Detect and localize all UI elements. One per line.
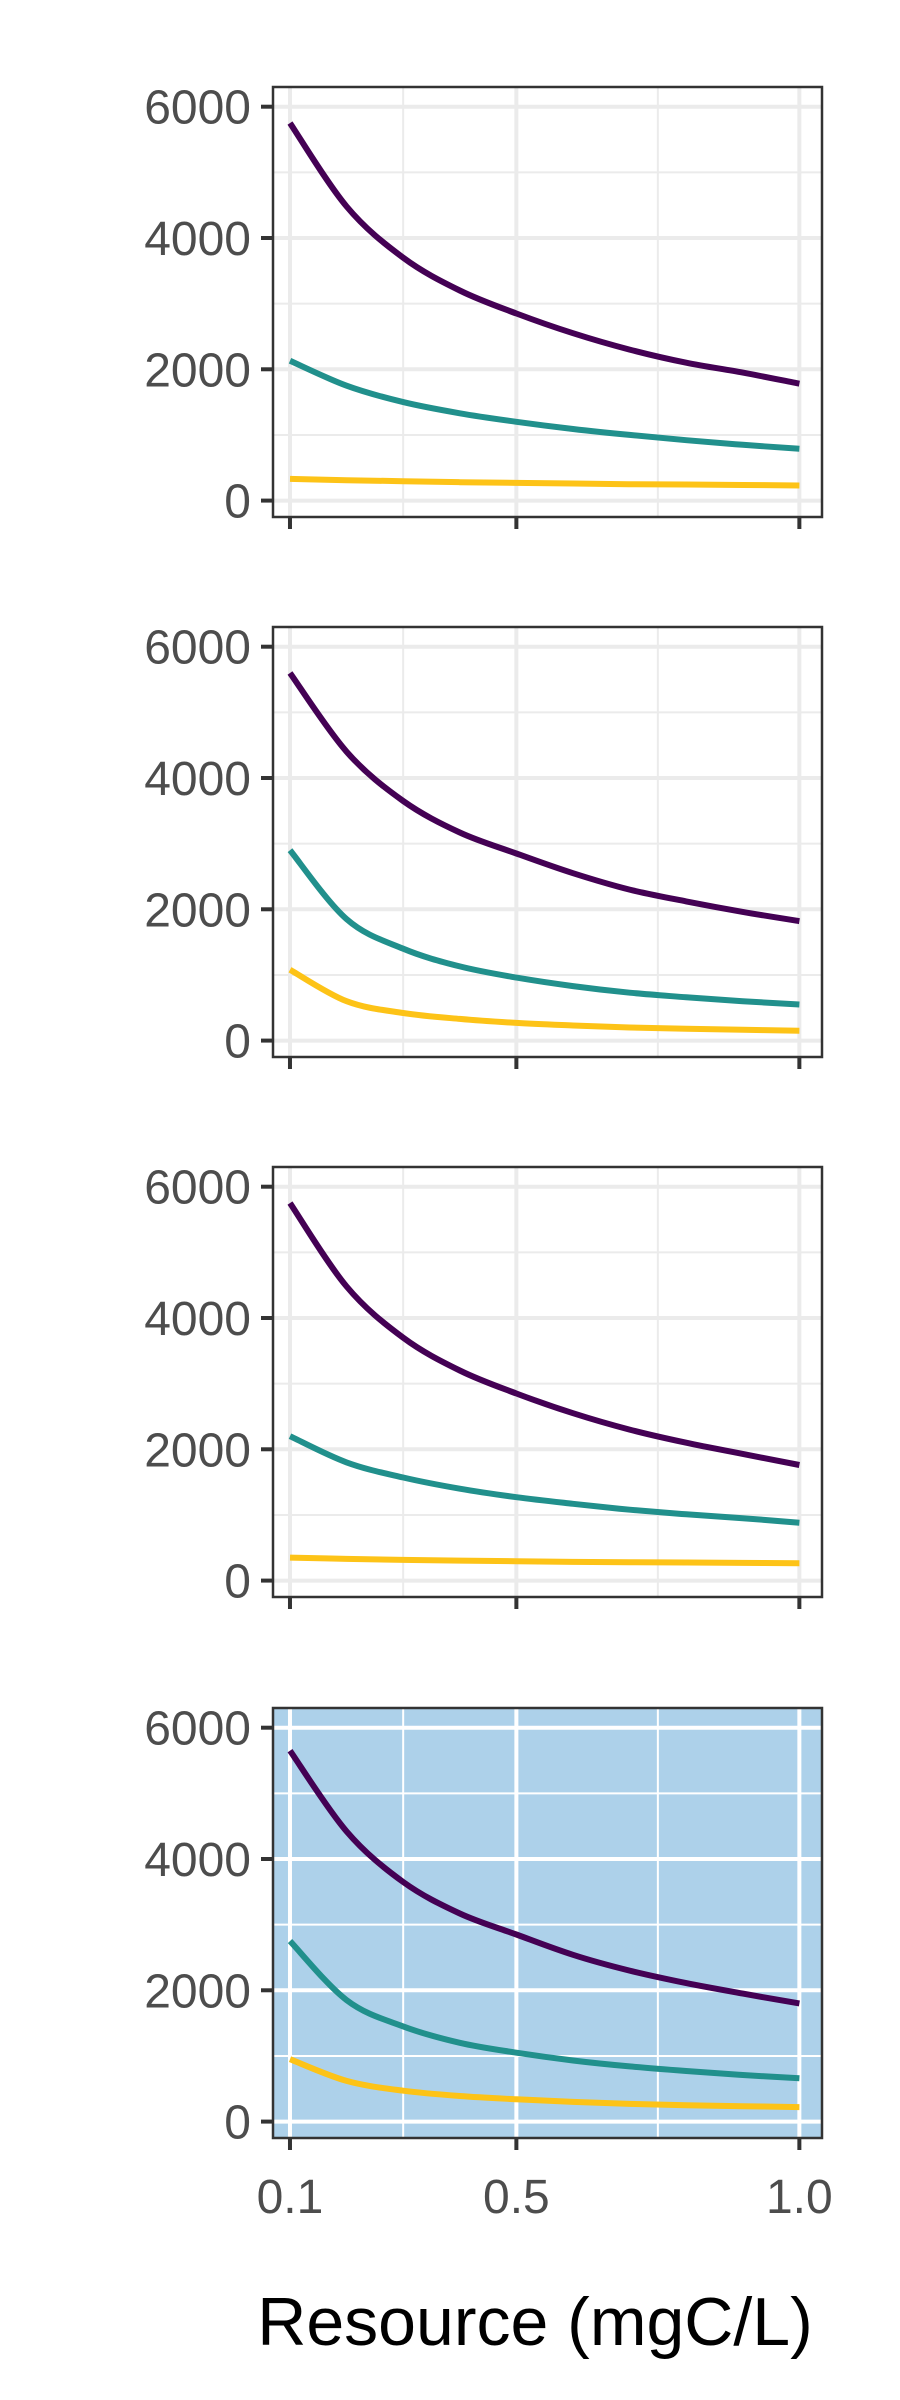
y-tick-label: 6000 [144,1162,251,1215]
series-line-2 [288,1433,800,1526]
x-axis-title: Resource (mgC/L) [257,2284,813,2360]
panel-border [271,85,824,519]
series-line-2 [287,848,800,1008]
y-tick-label: 0 [224,2097,251,2150]
y-tick-label: 6000 [144,622,251,675]
y-tick-label: 4000 [144,753,251,806]
x-tick-label: 1.0 [766,2171,833,2224]
panel-background [273,627,822,1057]
x-tick-label: 0.5 [483,2171,550,2224]
series-line-1 [287,1748,800,2007]
y-tick-label: 2000 [144,1424,251,1477]
panel-border [271,1706,824,2140]
y-tick-label: 6000 [144,82,251,135]
y-tick-label: 0 [224,1556,251,1609]
y-tick-label: 0 [224,1016,251,1069]
panel-3: 0 2000 4000 6000 [144,1162,824,1609]
series-line-3 [288,967,800,1034]
series-line-3 [289,475,800,489]
series-line-1 [287,671,800,925]
series-line-1 [287,121,800,387]
y-tick-label: 2000 [144,884,251,937]
panel-2: 0 2000 4000 6000 [144,622,824,1069]
y-tick-label: 0 [224,476,251,529]
panel-border [271,1165,824,1599]
panel-background [273,87,822,517]
series-line-1 [287,1201,800,1468]
y-tick-label: 4000 [144,1834,251,1887]
x-tick-label: 0.1 [257,2171,324,2224]
y-tick-label: 2000 [144,1965,251,2018]
panel-background [273,1167,822,1597]
panel-background [273,1708,822,2138]
panel-4: 0 2000 4000 6000 0.1 0.5 1.0 [144,1703,833,2224]
y-tick-label: 6000 [144,1703,251,1756]
series-line-3 [288,2056,800,2111]
y-tick-label: 4000 [144,1293,251,1346]
series-line-3 [289,1554,800,1567]
series-line-2 [287,1939,800,2082]
panel-border [271,625,824,1059]
series-line-2 [288,358,800,452]
y-tick-label: 2000 [144,344,251,397]
y-tick-label: 4000 [144,213,251,266]
panel-1: 0 2000 4000 6000 [144,82,824,529]
